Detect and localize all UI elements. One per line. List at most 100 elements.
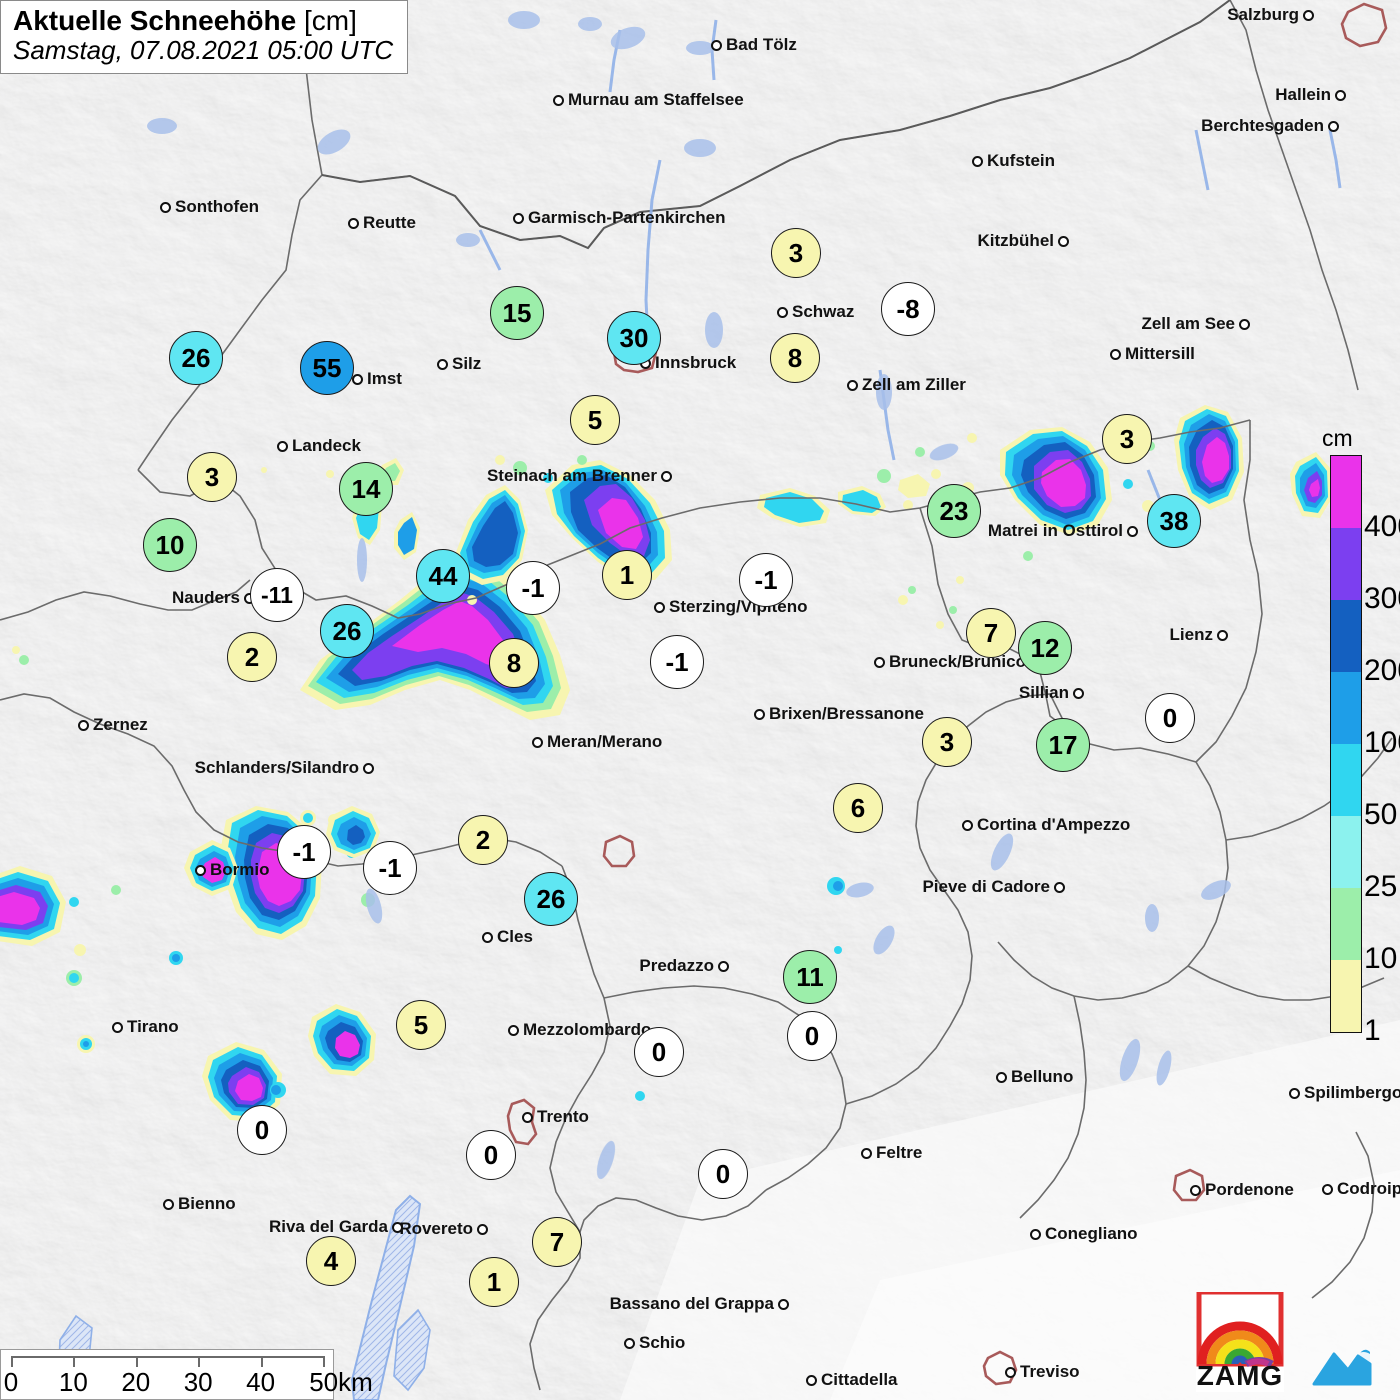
- city-name: Tirano: [127, 1017, 179, 1036]
- station-marker[interactable]: 2: [227, 632, 277, 682]
- station-marker[interactable]: 2: [458, 815, 508, 865]
- station-marker[interactable]: 1: [602, 550, 652, 600]
- station-marker[interactable]: 15: [490, 286, 544, 340]
- city-name: Matrei in Osttirol: [987, 521, 1123, 540]
- station-marker[interactable]: -1: [277, 825, 331, 879]
- city-name: Pordenone: [1205, 1180, 1294, 1199]
- station-marker[interactable]: 23: [927, 484, 981, 538]
- station-marker[interactable]: -11: [250, 568, 304, 622]
- city-name: Zernez: [93, 715, 148, 734]
- station-marker[interactable]: 0: [466, 1130, 516, 1180]
- scale-tick: [11, 1356, 13, 1367]
- station-marker[interactable]: 3: [1102, 414, 1152, 464]
- station-marker[interactable]: 0: [237, 1105, 287, 1155]
- station-marker[interactable]: 0: [698, 1149, 748, 1199]
- station-value: -1: [378, 852, 402, 883]
- city-name: Conegliano: [1045, 1224, 1138, 1243]
- station-marker[interactable]: -8: [881, 282, 935, 336]
- station-value: 3: [1119, 423, 1135, 454]
- station-marker[interactable]: 5: [396, 1000, 446, 1050]
- station-value: 44: [428, 560, 458, 591]
- page-title: Aktuelle Schneehöhe [cm]: [13, 5, 393, 36]
- legend-segment: [1331, 888, 1361, 960]
- station-value: 2: [244, 641, 260, 672]
- city-name: Salzburg: [1227, 5, 1299, 24]
- station-marker[interactable]: 5: [570, 395, 620, 445]
- city-dot-icon: [972, 155, 983, 167]
- city-label: Berchtesgaden: [1201, 116, 1339, 136]
- city-dot-icon: [392, 1221, 403, 1233]
- station-value: 0: [715, 1158, 731, 1189]
- station-marker[interactable]: 30: [607, 311, 661, 365]
- station-marker[interactable]: 26: [524, 872, 578, 926]
- station-marker[interactable]: 3: [187, 452, 237, 502]
- city-label: Trento: [522, 1107, 589, 1127]
- station-marker[interactable]: 8: [770, 333, 820, 383]
- station-marker[interactable]: 12: [1018, 621, 1072, 675]
- station-marker[interactable]: 1: [469, 1257, 519, 1307]
- station-marker[interactable]: 44: [416, 549, 470, 603]
- scale-label: 40: [246, 1367, 276, 1397]
- station-marker[interactable]: -1: [506, 561, 560, 615]
- station-marker[interactable]: 17: [1036, 718, 1090, 772]
- scale-label: 50km: [309, 1367, 373, 1397]
- city-dot-icon: [1073, 687, 1084, 699]
- station-marker[interactable]: -1: [363, 841, 417, 895]
- city-label: Kitzbühel: [978, 231, 1069, 251]
- city-dot-icon: [1322, 1183, 1333, 1195]
- legend-segment: [1331, 600, 1361, 672]
- city-dot-icon: [195, 864, 206, 876]
- city-label: Sillian: [1019, 683, 1084, 703]
- city-label: Lienz: [1170, 625, 1228, 645]
- station-marker[interactable]: 3: [922, 717, 972, 767]
- city-label: Cortina d'Ampezzo: [962, 815, 1130, 835]
- station-marker[interactable]: 0: [1145, 693, 1195, 743]
- station-marker[interactable]: 8: [489, 638, 539, 688]
- city-label: Codroipo: [1322, 1179, 1400, 1199]
- station-marker[interactable]: 0: [787, 1011, 837, 1061]
- city-name: Sillian: [1018, 683, 1069, 702]
- station-marker[interactable]: 26: [320, 604, 374, 658]
- station-marker[interactable]: 38: [1147, 494, 1201, 548]
- city-label: Steinach am Brenner: [487, 466, 672, 486]
- station-value: 3: [204, 461, 220, 492]
- station-value: 3: [939, 726, 955, 757]
- title-unit: [cm]: [303, 5, 357, 36]
- city-label: Matrei in Osttirol: [988, 521, 1138, 541]
- city-name: Schwaz: [792, 302, 855, 321]
- legend-segment: [1331, 672, 1361, 744]
- station-marker[interactable]: -1: [650, 635, 704, 689]
- city-label: Salzburg: [1227, 5, 1314, 25]
- city-name: Steinach am Brenner: [486, 466, 657, 485]
- station-marker[interactable]: 7: [966, 608, 1016, 658]
- city-label: Cles: [482, 927, 533, 947]
- city-name: Nauders: [171, 588, 240, 607]
- city-dot-icon: [661, 470, 672, 482]
- station-marker[interactable]: 26: [169, 331, 223, 385]
- station-marker[interactable]: 0: [634, 1027, 684, 1077]
- station-marker[interactable]: -1: [739, 553, 793, 607]
- legend-tick: 200: [1364, 654, 1400, 687]
- station-marker[interactable]: 4: [306, 1236, 356, 1286]
- legend-tick: 50: [1364, 798, 1398, 831]
- station-marker[interactable]: 11: [783, 950, 837, 1004]
- station-value: -1: [665, 646, 689, 677]
- city-dot-icon: [847, 379, 858, 391]
- snow-patch-ortler: [0, 806, 380, 1122]
- city-dot-icon: [348, 217, 359, 229]
- city-dot-icon: [778, 1298, 789, 1310]
- station-marker[interactable]: 7: [532, 1217, 582, 1267]
- scale-labels: 0 10 20 30 40 50km: [3, 1367, 373, 1397]
- station-value: 55: [312, 352, 342, 383]
- station-marker[interactable]: 3: [771, 228, 821, 278]
- city-label: Rovereto: [399, 1219, 488, 1239]
- station-marker[interactable]: 14: [339, 462, 393, 516]
- snow-patch-hohe-tauern: [757, 405, 1332, 629]
- city-name: Cittadella: [821, 1370, 898, 1389]
- station-marker[interactable]: 10: [143, 518, 197, 572]
- scale-label: 0: [3, 1367, 19, 1397]
- city-dot-icon: [1303, 9, 1314, 21]
- station-marker[interactable]: 6: [833, 783, 883, 833]
- station-marker[interactable]: 55: [300, 341, 354, 395]
- city-name: Pieve di Cadore: [922, 877, 1050, 896]
